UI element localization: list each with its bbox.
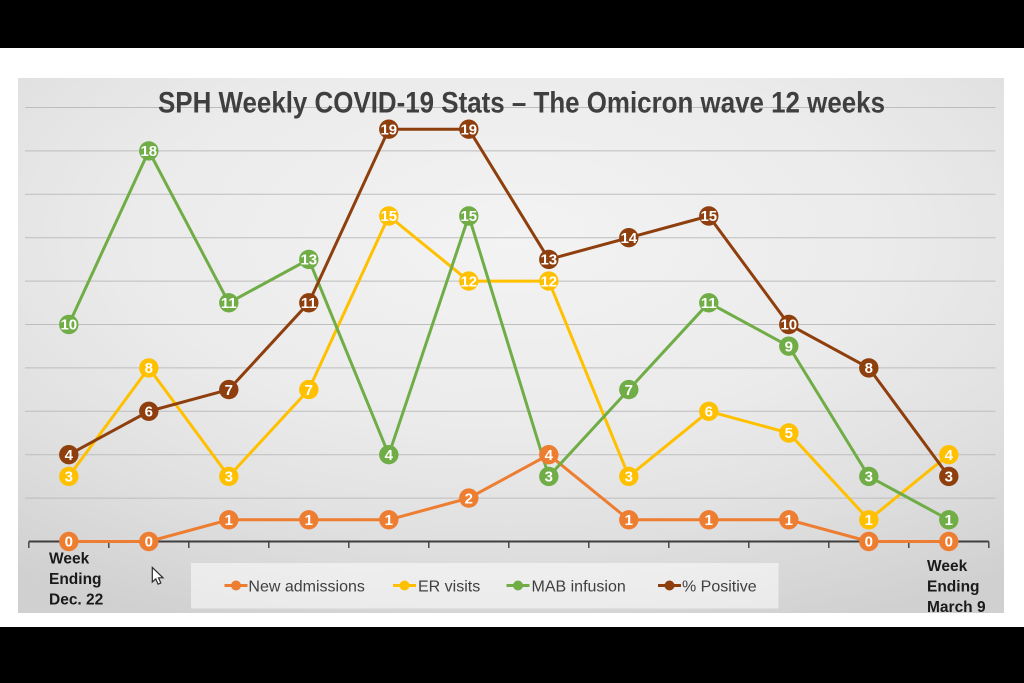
svg-text:1: 1 [705,512,713,529]
svg-text:MAB infusion: MAB infusion [532,579,626,596]
svg-text:3: 3 [545,469,553,486]
svg-text:11: 11 [701,295,717,312]
svg-text:ER visits: ER visits [418,579,480,596]
svg-text:1: 1 [225,512,233,529]
svg-text:15: 15 [460,208,477,225]
svg-text:18: 18 [140,143,157,160]
svg-text:10: 10 [780,317,797,334]
svg-text:1: 1 [865,512,873,529]
svg-text:Ending: Ending [927,579,980,596]
svg-text:13: 13 [540,252,557,269]
svg-text:1: 1 [945,512,953,529]
svg-text:0: 0 [65,534,73,551]
svg-text:9: 9 [785,338,793,355]
svg-text:Week: Week [927,558,968,575]
svg-text:3: 3 [225,469,233,486]
svg-text:1: 1 [625,512,633,529]
svg-text:11: 11 [301,295,317,312]
svg-text:3: 3 [65,469,73,486]
svg-text:2: 2 [465,490,473,507]
svg-text:8: 8 [865,360,873,377]
svg-text:7: 7 [305,382,313,399]
svg-text:0: 0 [865,534,873,551]
svg-text:New admissions: New admissions [248,579,364,596]
svg-text:6: 6 [145,404,153,421]
svg-text:12: 12 [540,273,557,290]
svg-text:4: 4 [385,447,394,464]
svg-text:13: 13 [300,252,317,269]
svg-text:3: 3 [625,469,633,486]
svg-text:7: 7 [225,382,233,399]
svg-text:March 9: March 9 [927,599,986,616]
svg-text:15: 15 [380,208,397,225]
svg-text:12: 12 [460,273,477,290]
svg-text:1: 1 [785,512,793,529]
svg-text:15: 15 [700,208,717,225]
svg-text:Week: Week [49,551,90,568]
svg-text:14: 14 [620,230,637,247]
svg-text:6: 6 [705,404,713,421]
svg-text:5: 5 [785,425,793,442]
svg-text:% Positive: % Positive [682,579,757,596]
svg-text:19: 19 [460,121,477,138]
svg-text:4: 4 [945,447,954,464]
svg-text:Dec. 22: Dec. 22 [49,592,103,609]
svg-text:1: 1 [305,512,313,529]
svg-text:0: 0 [145,534,153,551]
svg-text:SPH Weekly COVID-19 Stats – Th: SPH Weekly COVID-19 Stats – The Omicron … [158,87,885,120]
svg-text:0: 0 [945,534,953,551]
svg-text:10: 10 [60,317,77,334]
svg-text:4: 4 [545,447,554,464]
svg-text:19: 19 [380,121,397,138]
svg-text:4: 4 [65,447,74,464]
svg-text:11: 11 [221,295,237,312]
svg-text:1: 1 [385,512,393,529]
svg-text:8: 8 [145,360,153,377]
svg-text:7: 7 [625,382,633,399]
svg-text:Ending: Ending [49,571,102,588]
svg-text:3: 3 [945,469,953,486]
svg-text:3: 3 [865,469,873,486]
